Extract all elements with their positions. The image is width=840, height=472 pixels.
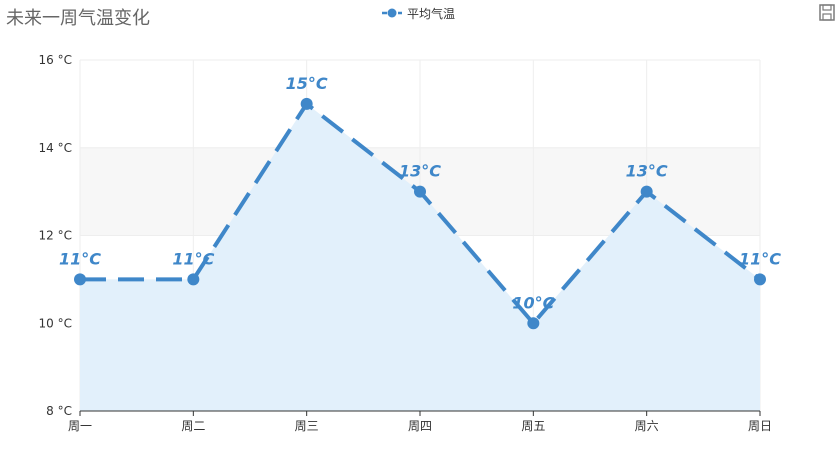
data-label: 11°C	[172, 249, 214, 268]
y-tick-label: 16 °C	[39, 53, 72, 67]
chart-title: 未来一周气温变化	[6, 8, 150, 29]
save-as-image-icon	[819, 4, 835, 21]
data-point	[527, 317, 540, 330]
legend[interactable]: 平均气温	[381, 5, 455, 21]
x-tick-label: 周三	[295, 419, 319, 433]
legend-label: 平均气温	[407, 6, 456, 21]
save-as-image-button[interactable]	[817, 2, 837, 24]
legend-line-marker-icon	[382, 8, 402, 18]
y-tick-label: 8 °C	[46, 404, 72, 418]
data-point	[754, 273, 766, 286]
x-tick-label: 周五	[521, 419, 545, 433]
y-tick-label: 10 °C	[39, 316, 72, 330]
x-tick-label: 周二	[181, 419, 205, 433]
y-tick-label: 12 °C	[39, 229, 72, 243]
data-label: 11°C	[739, 249, 781, 268]
data-label: 13°C	[399, 162, 441, 181]
series-area	[80, 103, 760, 411]
data-label: 10°C	[512, 293, 554, 312]
x-tick-label: 周一	[68, 419, 92, 433]
x-tick-label: 周日	[748, 419, 772, 433]
data-point	[414, 185, 426, 198]
data-label: 11°C	[59, 249, 101, 268]
data-point	[187, 273, 200, 286]
data-label: 15°C	[286, 74, 328, 93]
data-point	[640, 185, 653, 198]
x-tick-label: 周六	[635, 419, 659, 433]
data-label: 13°C	[626, 162, 668, 181]
y-tick-label: 14 °C	[39, 141, 72, 155]
data-point	[74, 273, 86, 286]
data-point	[300, 97, 313, 110]
x-tick-label: 周四	[408, 419, 432, 433]
